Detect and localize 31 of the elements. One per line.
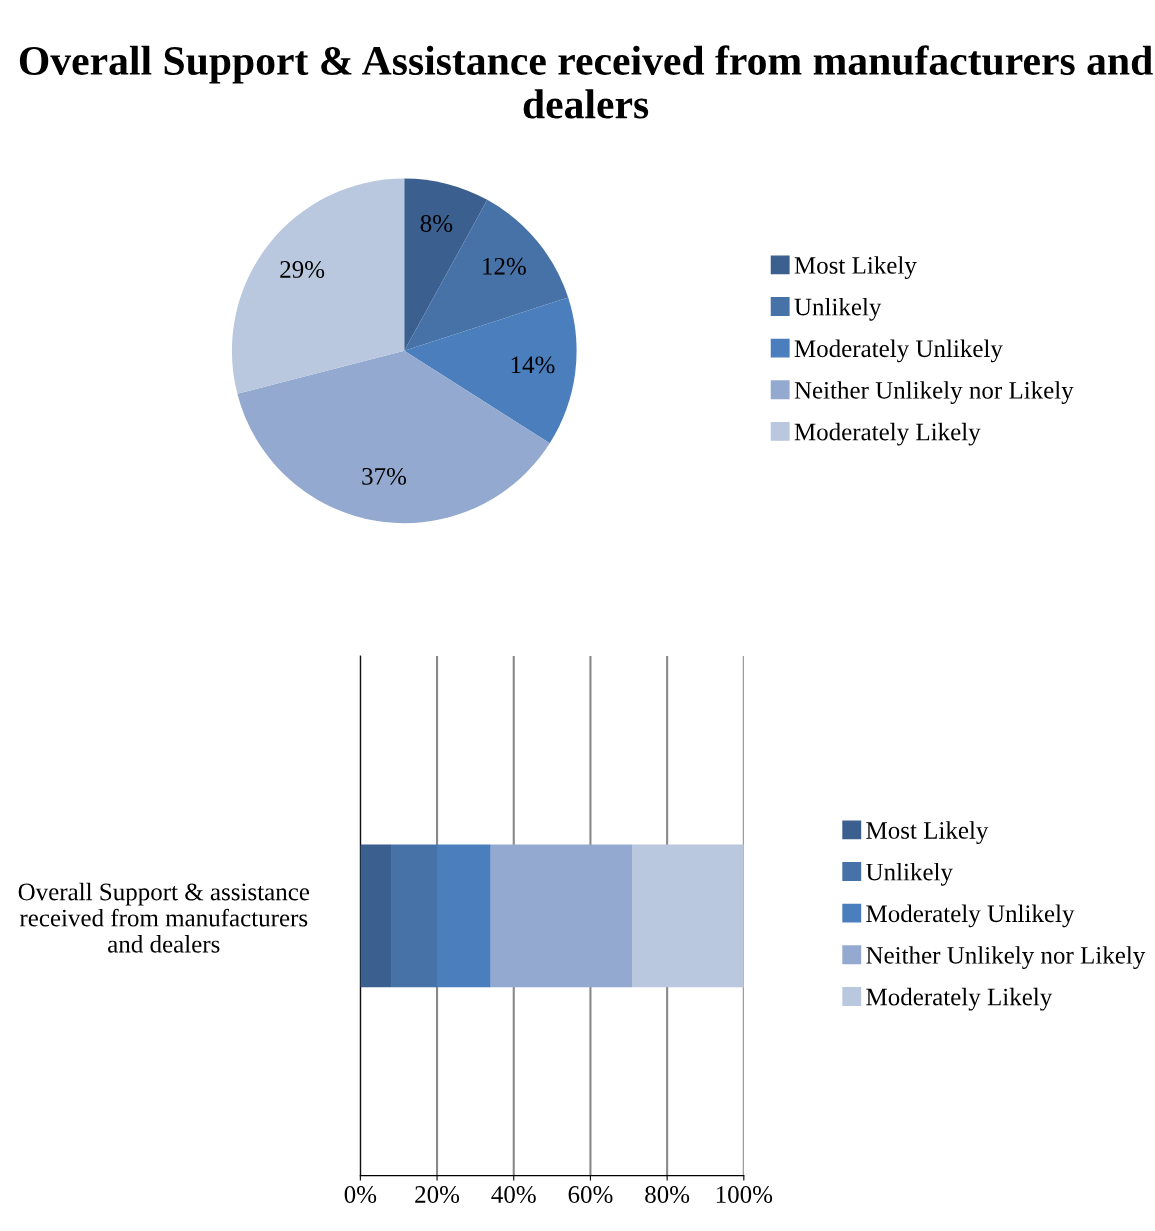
legend-label: Unlikely [866, 862, 953, 886]
bar [632, 844, 744, 988]
y-tick-label: Overall Support & assistance received from manufacturers and dealers [18, 882, 310, 953]
bar [391, 844, 438, 988]
pie-slice [404, 297, 577, 444]
legend-label: Moderately Likely [866, 987, 1053, 1011]
x-tick-label: 40% [491, 1186, 536, 1203]
pie-slice [231, 178, 405, 394]
data-label: 37% [362, 467, 407, 485]
legend-label: Moderately Likely [794, 422, 981, 446]
data-label: 8% [420, 215, 453, 232]
legend-label: Most Likely [794, 256, 917, 279]
bar [360, 844, 392, 988]
data-label: 12% [483, 257, 526, 275]
x-tick-label: 100% [716, 1186, 773, 1203]
pie-slice [404, 199, 569, 351]
x-tick-label: 80% [645, 1186, 690, 1203]
legend-label: Neither Unlikely nor Likely [794, 381, 1074, 404]
x-tick-label: 0% [344, 1186, 377, 1203]
data-label: 29% [280, 261, 325, 278]
legend-label: Neither Unlikely nor Likely [866, 946, 1146, 969]
chart-title: Overall Support & Assistance received from manufacturers and dealers [19, 45, 1153, 119]
x-tick-label: 60% [568, 1186, 613, 1203]
bar [490, 844, 633, 988]
legend-label: Moderately Unlikely [794, 339, 1003, 363]
x-tick-label: 20% [415, 1186, 460, 1203]
legend-label: Unlikely [794, 297, 882, 321]
bar [437, 844, 491, 988]
legend-label: Moderately Unlikely [866, 904, 1075, 928]
data-label: 14% [511, 356, 555, 374]
legend-label: Most Likely [866, 821, 989, 845]
